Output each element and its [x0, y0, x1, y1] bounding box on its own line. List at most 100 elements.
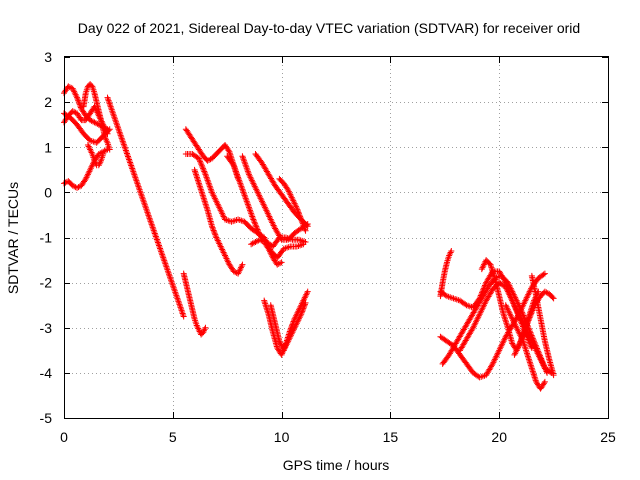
data-point — [541, 270, 548, 277]
data-point — [528, 331, 535, 338]
data-point — [201, 168, 208, 175]
data-point — [199, 164, 206, 171]
data-point — [212, 231, 219, 238]
data-point — [201, 169, 208, 176]
series-arc21 — [437, 270, 548, 381]
data-point — [512, 304, 519, 311]
y-tick-label: -1 — [40, 230, 53, 246]
data-point — [542, 365, 549, 372]
data-point — [540, 361, 547, 368]
data-point — [202, 324, 209, 331]
data-point — [74, 94, 81, 101]
data-point — [511, 301, 518, 308]
data-point — [298, 217, 305, 224]
y-tick-label: -2 — [40, 275, 53, 291]
data-point — [515, 342, 522, 349]
data-point — [252, 220, 259, 227]
x-axis-label: GPS time / hours — [283, 457, 390, 473]
series-arc4 — [61, 110, 113, 146]
data-point — [538, 355, 545, 362]
data-point — [300, 223, 307, 230]
data-point — [509, 297, 516, 304]
data-point — [302, 239, 309, 246]
data-point — [516, 314, 523, 321]
data-point — [278, 259, 285, 266]
series-arc8 — [182, 151, 307, 261]
data-point — [250, 217, 257, 224]
data-point — [200, 167, 207, 174]
data-point — [295, 209, 302, 216]
y-tick-label: -3 — [40, 320, 53, 336]
data-point — [527, 329, 534, 336]
data-point — [253, 225, 260, 232]
data-point — [277, 260, 284, 267]
data-point — [517, 317, 524, 324]
data-point — [539, 358, 546, 365]
data-point — [533, 344, 540, 351]
data-point — [509, 299, 516, 306]
data-point — [515, 312, 522, 319]
x-tick-label: 0 — [60, 429, 68, 445]
data-point — [529, 333, 536, 340]
data-point — [298, 216, 305, 223]
series-arc25 — [528, 272, 557, 379]
data-point — [550, 372, 557, 379]
x-tick-label: 20 — [491, 429, 507, 445]
data-point — [529, 335, 536, 342]
data-point — [531, 339, 538, 346]
data-point — [526, 314, 533, 321]
data-point — [239, 261, 246, 268]
x-tick-label: 10 — [274, 429, 290, 445]
data-point — [532, 342, 539, 349]
data-point — [532, 341, 539, 348]
data-point — [100, 151, 107, 158]
data-point — [518, 320, 525, 327]
data-point — [75, 97, 82, 104]
axis-tick-labels: 0 5 10 15 20 25 -5 -4 -3 -2 -1 0 1 2 3 — [40, 49, 616, 445]
data-point — [533, 345, 540, 352]
y-tick-label: -5 — [40, 410, 53, 426]
data-point — [522, 324, 529, 331]
data-point — [210, 226, 217, 233]
data-point — [208, 223, 215, 230]
data-point — [523, 323, 530, 330]
data-point — [514, 309, 521, 316]
data-point — [526, 328, 533, 335]
data-point — [527, 340, 534, 347]
data-point — [526, 316, 533, 323]
data-point — [279, 350, 286, 357]
data-point — [527, 313, 534, 320]
data-point — [513, 307, 520, 314]
data-point — [301, 301, 308, 308]
data-point — [297, 215, 304, 222]
data-point — [448, 248, 455, 255]
data-point — [538, 356, 545, 363]
data-point — [534, 346, 541, 353]
data-point — [103, 147, 110, 154]
data-point — [541, 380, 548, 387]
data-point — [197, 159, 204, 166]
grid-lines — [64, 57, 608, 418]
data-point — [515, 313, 522, 320]
data-point — [550, 295, 557, 302]
data-point — [304, 288, 311, 295]
data-point — [253, 223, 260, 230]
y-tick-label: -4 — [40, 365, 53, 381]
data-point — [300, 305, 307, 312]
data-point — [527, 342, 534, 349]
data-point — [462, 301, 469, 308]
data-point — [525, 337, 532, 344]
data-point — [531, 338, 538, 345]
data-point — [211, 228, 218, 235]
data-point — [528, 310, 535, 317]
series-arc17 — [267, 299, 309, 354]
data-point — [197, 158, 204, 165]
data-point — [549, 294, 556, 301]
data-point — [198, 162, 205, 169]
data-point — [298, 311, 305, 318]
series-arc23 — [478, 257, 542, 354]
data-point — [200, 165, 207, 172]
data-point — [543, 368, 550, 375]
data-point — [526, 339, 533, 346]
